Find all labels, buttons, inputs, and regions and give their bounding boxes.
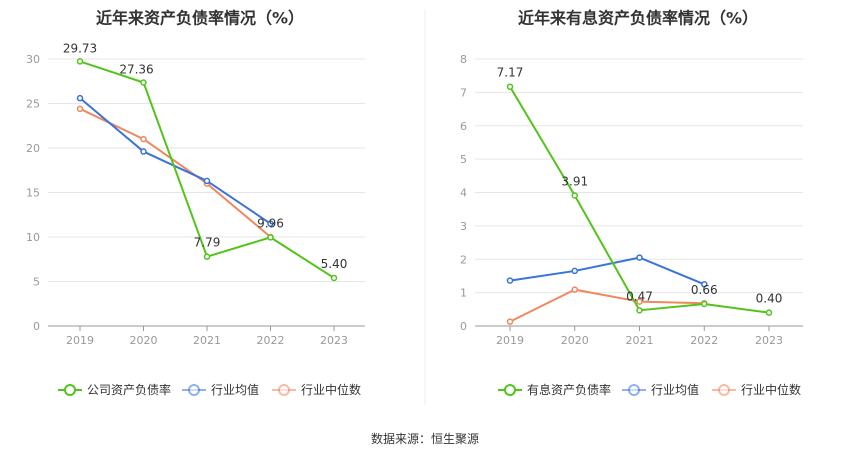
y-tick-label: 6 [460,120,467,133]
y-tick-label: 8 [460,53,467,66]
data-point [765,309,773,316]
legend-label: 行业中位数 [741,382,801,397]
data-point [701,300,708,308]
x-tick-label: 2020 [130,334,158,347]
y-tick-label: 25 [26,98,40,111]
y-tick-label: 3 [460,220,467,233]
x-tick-label: 2022 [257,334,285,347]
legend-label: 行业均值 [211,382,259,397]
y-tick-label: 15 [26,187,40,200]
y-tick-label: 5 [33,276,40,289]
legend-item: 行业中位数 [272,382,361,397]
data-point [267,234,274,241]
legend-swatch-marker [278,384,290,396]
series-line [509,256,705,286]
data-point [571,267,578,275]
data-point [203,177,211,185]
x-tick-label: 2021 [193,334,221,347]
legend-label: 公司资产负债率 [87,382,171,397]
data-point [203,253,211,260]
data-point [636,254,643,261]
data-point [701,281,708,288]
x-tick-label: 2021 [626,334,654,347]
data-label: 9.96 [257,216,284,230]
data-point [76,105,84,113]
legend-label: 行业均值 [651,382,699,397]
legend-swatch-marker [504,384,516,396]
chart-right-interest-debt-ratio: 近年来有息资产负债率情况（%） 0 1 2 3 4 5 6 7 8 2019 2020 2021 2022… [460,9,803,397]
chart-title: 近年来有息资产负债率情况（%） [518,9,758,28]
data-point [506,277,514,284]
data-point [571,286,578,293]
y-tick-label: 10 [26,231,40,244]
data-point [76,58,84,65]
data-label: 0.47 [626,289,653,303]
data-label: 7.17 [497,66,524,80]
data-point [506,318,514,325]
y-tick-label: 30 [26,53,40,66]
x-tick-label: 2019 [66,334,94,347]
data-point [140,79,147,86]
y-tick-label: 5 [460,153,467,166]
data-label: 7.79 [194,236,221,250]
legend-swatch-marker [188,384,200,396]
legend-swatch-marker [64,384,76,396]
data-label: 0.66 [691,283,718,297]
data-label: 29.73 [63,41,97,55]
y-tick-label: 0 [33,320,40,333]
legend-label: 有息资产负债率 [527,382,611,397]
legend-item: 行业均值 [622,382,699,397]
y-tick-label: 2 [460,253,467,266]
series-line [79,97,272,225]
legend-item: 有息资产负债率 [498,382,611,397]
legend-item: 行业中位数 [712,382,801,397]
series-line [509,86,770,314]
legend-item: 行业均值 [182,382,259,397]
data-point [76,94,84,102]
x-tick-label: 2020 [561,334,589,347]
x-tick-label: 2019 [496,334,524,347]
y-tick-label: 0 [460,320,467,333]
y-tick-label: 7 [460,86,467,99]
x-tick-label: 2022 [690,334,718,347]
data-label: 3.91 [561,175,588,189]
data-source: 数据来源：恒生聚源 [371,431,479,446]
data-point [267,220,274,227]
data-point [330,274,338,282]
data-point [636,298,643,305]
data-label: 5.40 [321,257,348,271]
legend-swatch-marker [718,384,730,396]
chart-title: 近年来资产负债率情况（%） [96,9,304,28]
x-tick-label: 2023 [755,334,783,347]
y-tick-label: 4 [460,187,467,200]
x-tick-label: 2023 [320,334,348,347]
data-point [636,307,643,314]
data-point [140,135,147,143]
data-label: 27.36 [119,62,153,76]
data-label: 0.40 [756,292,783,306]
legend-swatch-marker [628,384,640,396]
chart-left-debt-ratio: 近年来资产负债率情况（%） 0 5 10 15 20 25 30 2019 2020 2021 202… [26,9,365,397]
y-tick-label: 1 [460,287,467,300]
data-point [506,83,514,90]
data-point [571,192,578,199]
series-line [509,288,705,323]
series-line [79,107,272,238]
y-tick-label: 20 [26,142,40,155]
legend-item: 公司资产负债率 [58,382,171,397]
legend-label: 行业中位数 [301,382,361,397]
data-point [140,148,147,155]
